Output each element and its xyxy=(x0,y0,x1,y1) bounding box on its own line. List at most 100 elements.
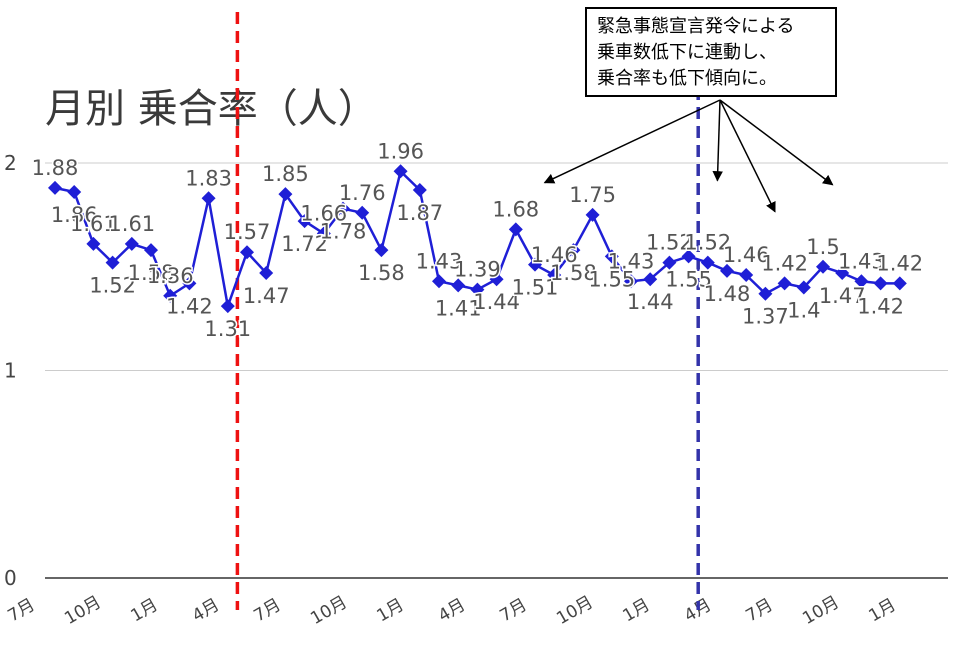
annotation-arrow xyxy=(543,99,721,184)
data-label: 1.88 xyxy=(32,156,79,180)
x-tick-label: 4月 xyxy=(681,595,715,626)
data-point xyxy=(739,268,754,283)
data-point xyxy=(278,187,293,202)
data-label: 1.61 xyxy=(108,212,155,236)
data-point xyxy=(432,274,446,289)
data-point xyxy=(508,222,523,237)
series-line xyxy=(48,164,907,314)
data-label: 1.83 xyxy=(185,166,232,190)
x-tick-label: 7月 xyxy=(742,595,776,626)
data-point xyxy=(796,280,811,295)
grid xyxy=(45,162,948,579)
x-tick-label: 1月 xyxy=(865,595,899,626)
x-tick-label: 10月 xyxy=(307,592,350,629)
data-label: 1.44 xyxy=(627,290,674,314)
x-tick-label: 4月 xyxy=(189,595,223,626)
data-point xyxy=(643,272,658,287)
data-point xyxy=(451,278,466,293)
data-point xyxy=(662,255,677,270)
data-point xyxy=(240,245,254,260)
data-label: 1.43 xyxy=(838,249,885,273)
data-label: 1.85 xyxy=(262,162,309,186)
annotation-line-3: 乗合率も低下傾向に。 xyxy=(597,68,777,89)
data-label: 1.39 xyxy=(454,258,501,282)
data-point xyxy=(528,257,542,272)
data-labels: 1.881.861.611.521.611.581.361.421.831.31… xyxy=(30,138,925,343)
data-label: 1.55 xyxy=(665,267,712,291)
data-label: 1.78 xyxy=(320,220,367,244)
annotation-arrow xyxy=(719,99,834,186)
data-label: 1.58 xyxy=(128,261,175,285)
data-label: 1.44 xyxy=(473,290,520,314)
data-label: 1.75 xyxy=(569,183,616,207)
annotation-arrow xyxy=(712,99,723,182)
chart-title: 月別 乗合率（人） xyxy=(45,86,378,132)
data-point xyxy=(67,185,82,200)
data-label: 1.5 xyxy=(806,235,839,259)
data-label: 1.41 xyxy=(435,296,482,320)
annotation-arrows xyxy=(543,99,834,213)
x-tick-label: 1月 xyxy=(619,595,653,626)
x-axis: 7月 10月 1月 4月 7月 10月 1月 4月 7月 10月 1月 4月 7月 10月 1月 xyxy=(4,592,899,629)
data-label: 1.76 xyxy=(339,181,386,205)
x-tick-label: 10月 xyxy=(61,592,104,629)
x-tick-label: 1月 xyxy=(127,595,161,626)
data-point xyxy=(48,180,62,195)
data-point xyxy=(489,272,504,287)
data-point xyxy=(144,243,158,258)
data-point xyxy=(624,274,638,289)
data-label: 1.86 xyxy=(51,203,98,227)
data-point xyxy=(720,263,734,278)
data-point xyxy=(758,286,773,301)
data-label: 1.51 xyxy=(512,276,559,300)
data-point xyxy=(297,214,312,229)
data-point xyxy=(566,243,581,258)
data-label: 1.31 xyxy=(204,317,251,341)
data-label: 1.66 xyxy=(300,202,347,226)
data-label: 1.42 xyxy=(166,294,213,318)
annotation-arrow xyxy=(719,99,776,213)
data-point xyxy=(604,249,619,264)
reference-lines xyxy=(235,12,700,610)
data-label: 1.42 xyxy=(761,251,808,275)
data-label: 1.58 xyxy=(358,261,405,285)
data-point xyxy=(835,265,850,280)
data-point xyxy=(336,201,350,216)
data-point xyxy=(547,268,562,283)
data-label: 1.96 xyxy=(377,139,424,163)
annotation-line-1: 緊急事態宣言発令による xyxy=(597,16,795,37)
data-label: 1.52 xyxy=(89,274,136,298)
data-point xyxy=(470,282,485,297)
data-point xyxy=(124,236,139,251)
y-axis: 0 1 2 xyxy=(4,151,17,590)
data-point xyxy=(892,276,907,291)
y-tick-label: 0 xyxy=(4,566,17,590)
x-tick-label: 7月 xyxy=(250,595,284,626)
data-label: 1.55 xyxy=(588,267,635,291)
data-point xyxy=(259,265,274,280)
x-tick-label: 1月 xyxy=(373,595,407,626)
x-tick-label: 10月 xyxy=(799,592,842,629)
data-point xyxy=(374,243,389,258)
data-label: 1.46 xyxy=(723,243,770,267)
x-tick-label: 4月 xyxy=(435,595,469,626)
data-label: 1.42 xyxy=(876,251,923,275)
annotation-line-2: 乗車数低下に連動し、 xyxy=(597,42,777,63)
data-point xyxy=(816,259,830,274)
data-label: 1.43 xyxy=(416,249,463,273)
data-point xyxy=(393,164,408,179)
data-point xyxy=(86,236,101,251)
data-label: 1.57 xyxy=(224,220,271,244)
data-point xyxy=(220,299,235,314)
data-point xyxy=(355,205,370,220)
data-point xyxy=(585,207,600,222)
data-point xyxy=(316,226,331,241)
y-tick-label: 2 xyxy=(4,151,17,175)
data-label: 1.87 xyxy=(396,201,443,225)
data-label: 1.52 xyxy=(684,231,731,255)
data-point xyxy=(201,191,216,206)
data-point xyxy=(163,288,178,303)
data-point xyxy=(182,276,197,291)
data-point xyxy=(105,255,120,270)
